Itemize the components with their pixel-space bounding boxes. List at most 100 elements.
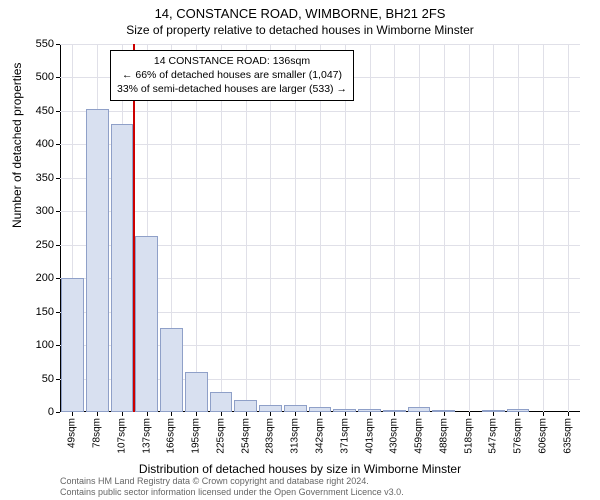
histogram-bar	[185, 372, 208, 412]
xtick-mark	[196, 412, 197, 416]
xtick-label: 606sqm	[537, 418, 548, 454]
ytick-label: 400	[36, 138, 54, 150]
histogram-bar	[482, 410, 505, 412]
xtick-mark	[543, 412, 544, 416]
xtick-mark	[518, 412, 519, 416]
gridline-v	[370, 44, 371, 412]
ytick-mark	[56, 111, 60, 112]
histogram-bar	[234, 400, 257, 412]
title-sub: Size of property relative to detached ho…	[0, 23, 600, 37]
annotation-line-3: 33% of semi-detached houses are larger (…	[117, 82, 347, 96]
histogram-bar	[383, 410, 406, 412]
histogram-bar	[309, 407, 332, 412]
ytick-mark	[56, 178, 60, 179]
annotation-box: 14 CONSTANCE ROAD: 136sqm ← 66% of detac…	[110, 50, 354, 101]
xtick-mark	[122, 412, 123, 416]
footer-line-1: Contains HM Land Registry data © Crown c…	[60, 476, 404, 487]
ytick-mark	[56, 278, 60, 279]
xtick-mark	[147, 412, 148, 416]
xtick-mark	[370, 412, 371, 416]
ytick-label: 550	[36, 38, 54, 50]
xtick-mark	[221, 412, 222, 416]
footer: Contains HM Land Registry data © Crown c…	[60, 476, 404, 498]
histogram-bar	[61, 278, 84, 412]
xtick-label: 518sqm	[463, 418, 474, 454]
histogram-bar	[160, 328, 183, 412]
xtick-label: 137sqm	[141, 418, 152, 454]
ytick-label: 300	[36, 205, 54, 217]
ytick-mark	[56, 379, 60, 380]
xtick-label: 342sqm	[315, 418, 326, 454]
histogram-bar	[432, 410, 455, 412]
xtick-label: 313sqm	[290, 418, 301, 454]
gridline-v	[394, 44, 395, 412]
xtick-mark	[568, 412, 569, 416]
xtick-label: 488sqm	[438, 418, 449, 454]
histogram-bar	[111, 124, 134, 412]
ytick-mark	[56, 345, 60, 346]
xtick-mark	[72, 412, 73, 416]
y-axis-title: Number of detached properties	[10, 63, 24, 228]
histogram-bar	[507, 409, 530, 412]
xtick-label: 576sqm	[513, 418, 524, 454]
histogram-bar	[210, 392, 233, 412]
histogram-bar	[284, 405, 307, 412]
xtick-label: 166sqm	[166, 418, 177, 454]
xtick-label: 78sqm	[92, 418, 103, 448]
gridline-v	[493, 44, 494, 412]
ytick-mark	[56, 211, 60, 212]
histogram-bar	[408, 407, 431, 412]
xtick-mark	[394, 412, 395, 416]
xtick-mark	[270, 412, 271, 416]
ytick-label: 50	[42, 373, 54, 385]
histogram-bar	[259, 405, 282, 412]
xtick-label: 635sqm	[562, 418, 573, 454]
xtick-mark	[444, 412, 445, 416]
ytick-mark	[56, 77, 60, 78]
xtick-mark	[171, 412, 172, 416]
gridline-v	[419, 44, 420, 412]
xtick-mark	[419, 412, 420, 416]
xtick-label: 107sqm	[116, 418, 127, 454]
ytick-label: 0	[48, 406, 54, 418]
ytick-label: 500	[36, 71, 54, 83]
chart-area: 05010015020025030035040045050055049sqm78…	[60, 44, 580, 412]
ytick-label: 150	[36, 306, 54, 318]
title-block: 14, CONSTANCE ROAD, WIMBORNE, BH21 2FS S…	[0, 0, 600, 37]
xtick-label: 195sqm	[191, 418, 202, 454]
xtick-label: 225sqm	[215, 418, 226, 454]
ytick-label: 250	[36, 239, 54, 251]
ytick-mark	[56, 412, 60, 413]
xtick-label: 254sqm	[240, 418, 251, 454]
gridline-v	[518, 44, 519, 412]
ytick-mark	[56, 44, 60, 45]
histogram-bar	[135, 236, 158, 412]
xtick-label: 283sqm	[265, 418, 276, 454]
title-main: 14, CONSTANCE ROAD, WIMBORNE, BH21 2FS	[0, 6, 600, 21]
xtick-mark	[469, 412, 470, 416]
ytick-mark	[56, 144, 60, 145]
xtick-label: 49sqm	[67, 418, 78, 448]
ytick-label: 200	[36, 272, 54, 284]
xtick-label: 547sqm	[488, 418, 499, 454]
xtick-label: 401sqm	[364, 418, 375, 454]
gridline-v	[469, 44, 470, 412]
xtick-mark	[320, 412, 321, 416]
footer-line-2: Contains public sector information licen…	[60, 487, 404, 498]
xtick-mark	[345, 412, 346, 416]
xtick-mark	[97, 412, 98, 416]
gridline-v	[543, 44, 544, 412]
ytick-mark	[56, 312, 60, 313]
annotation-line-2: ← 66% of detached houses are smaller (1,…	[117, 68, 347, 82]
ytick-label: 100	[36, 339, 54, 351]
x-axis-title: Distribution of detached houses by size …	[0, 462, 600, 476]
xtick-label: 430sqm	[389, 418, 400, 454]
histogram-bar	[358, 409, 381, 412]
xtick-label: 459sqm	[414, 418, 425, 454]
histogram-bar	[333, 409, 356, 412]
ytick-label: 450	[36, 105, 54, 117]
gridline-v	[444, 44, 445, 412]
xtick-mark	[246, 412, 247, 416]
ytick-label: 350	[36, 172, 54, 184]
xtick-mark	[295, 412, 296, 416]
